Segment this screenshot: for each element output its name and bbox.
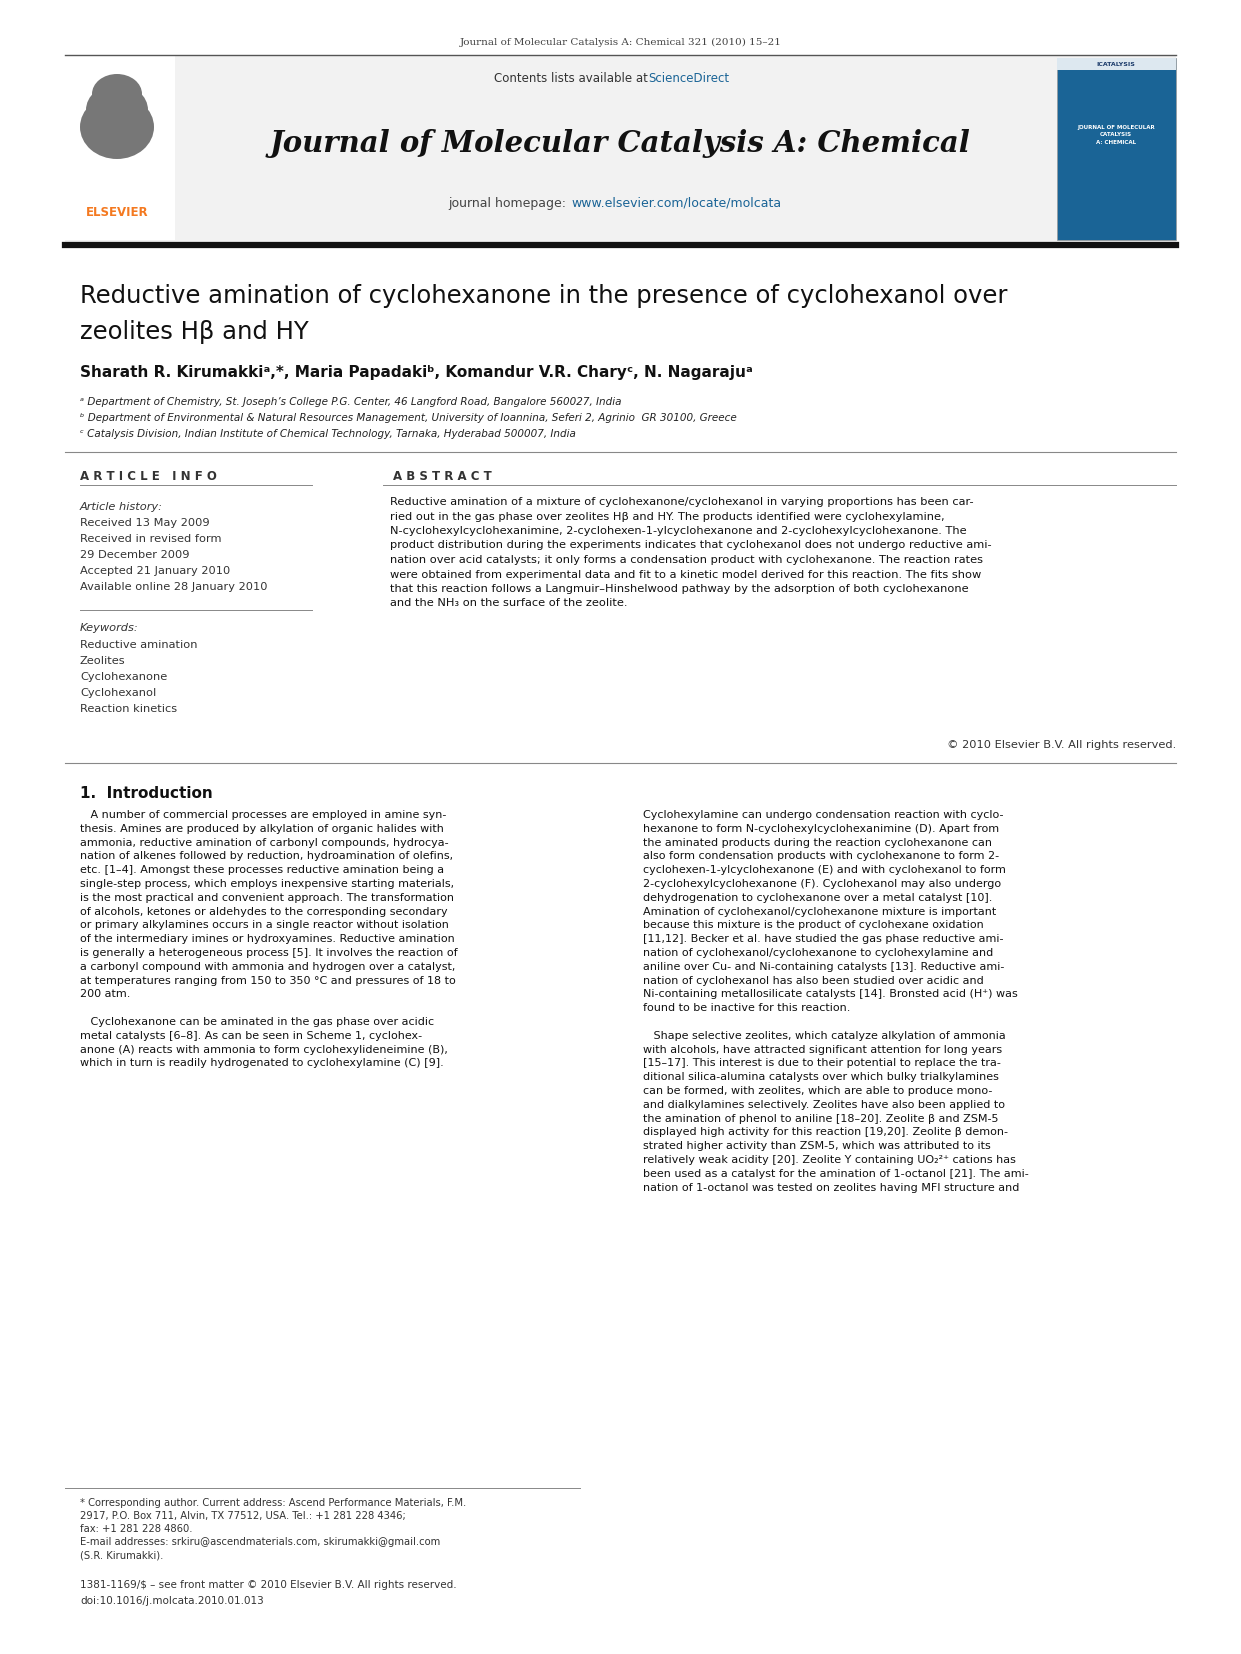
Text: ᶜ Catalysis Division, Indian Institute of Chemical Technology, Tarnaka, Hyderaba: ᶜ Catalysis Division, Indian Institute o… [79, 428, 576, 438]
Bar [65, 55, 175, 240]
Text: nation over acid catalysts; it only forms a condensation product with cyclohexan: nation over acid catalysts; it only form… [390, 556, 983, 566]
Text: nation of cyclohexanol/cyclohexanone to cyclohexylamine and: nation of cyclohexanol/cyclohexanone to … [643, 948, 993, 958]
Text: a carbonyl compound with ammonia and hydrogen over a catalyst,: a carbonyl compound with ammonia and hyd… [79, 961, 455, 973]
Text: Cyclohexanone: Cyclohexanone [79, 672, 168, 681]
Text: at temperatures ranging from 150 to 350 °C and pressures of 18 to: at temperatures ranging from 150 to 350 … [79, 976, 455, 986]
Ellipse shape [86, 84, 148, 136]
Text: because this mixture is the product of cyclohexane oxidation: because this mixture is the product of c… [643, 920, 984, 931]
Text: of the intermediary imines or hydroxyamines. Reductive amination: of the intermediary imines or hydroxyami… [79, 935, 454, 944]
Text: aniline over Cu- and Ni-containing catalysts [13]. Reductive ami-: aniline over Cu- and Ni-containing catal… [643, 961, 1004, 973]
Text: Received 13 May 2009: Received 13 May 2009 [79, 518, 210, 528]
Text: 2917, P.O. Box 711, Alvin, TX 77512, USA. Tel.: +1 281 228 4346;: 2917, P.O. Box 711, Alvin, TX 77512, USA… [79, 1512, 406, 1522]
Text: Reaction kinetics: Reaction kinetics [79, 705, 177, 715]
Text: nation of cyclohexanol has also been studied over acidic and: nation of cyclohexanol has also been stu… [643, 976, 984, 986]
Text: Contents lists available at: Contents lists available at [494, 71, 652, 84]
Text: ᵇ Department of Environmental & Natural Resources Management, University of Ioan: ᵇ Department of Environmental & Natural … [79, 414, 737, 423]
Text: ScienceDirect: ScienceDirect [648, 71, 730, 84]
Text: journal homepage:: journal homepage: [448, 197, 570, 210]
Text: ᵃ Department of Chemistry, St. Joseph’s College P.G. Center, 46 Langford Road, B: ᵃ Department of Chemistry, St. Joseph’s … [79, 397, 622, 407]
Text: Reductive amination: Reductive amination [79, 640, 197, 650]
Text: ditional silica-alumina catalysts over which bulky trialkylamines: ditional silica-alumina catalysts over w… [643, 1072, 999, 1082]
Text: Cyclohexanone can be aminated in the gas phase over acidic: Cyclohexanone can be aminated in the gas… [79, 1017, 434, 1027]
Text: product distribution during the experiments indicates that cyclohexanol does not: product distribution during the experime… [390, 541, 992, 551]
Text: cyclohexen-1-ylcyclohexanone (E) and with cyclohexanol to form: cyclohexen-1-ylcyclohexanone (E) and wit… [643, 865, 1006, 875]
Text: or primary alkylamines occurs in a single reactor without isolation: or primary alkylamines occurs in a singl… [79, 920, 449, 931]
Text: is generally a heterogeneous process [5]. It involves the reaction of: is generally a heterogeneous process [5]… [79, 948, 458, 958]
Text: A number of commercial processes are employed in amine syn-: A number of commercial processes are emp… [79, 810, 447, 820]
Text: found to be inactive for this reaction.: found to be inactive for this reaction. [643, 1004, 850, 1014]
Text: and the NH₃ on the surface of the zeolite.: and the NH₃ on the surface of the zeolit… [390, 599, 628, 609]
Text: A B S T R A C T: A B S T R A C T [393, 470, 491, 483]
Text: were obtained from experimental data and fit to a kinetic model derived for this: were obtained from experimental data and… [390, 569, 982, 579]
Text: * Corresponding author. Current address: Ascend Performance Materials, F.M.: * Corresponding author. Current address:… [79, 1499, 467, 1508]
Text: with alcohols, have attracted significant attention for long years: with alcohols, have attracted significan… [643, 1045, 1003, 1055]
Text: displayed high activity for this reaction [19,20]. Zeolite β demon-: displayed high activity for this reactio… [643, 1128, 1008, 1138]
Text: anone (A) reacts with ammonia to form cyclohexylideneimine (B),: anone (A) reacts with ammonia to form cy… [79, 1045, 448, 1055]
Bar [1057, 58, 1176, 240]
Text: relatively weak acidity [20]. Zeolite Y containing UO₂²⁺ cations has: relatively weak acidity [20]. Zeolite Y … [643, 1154, 1016, 1164]
Ellipse shape [79, 94, 154, 159]
Text: Available online 28 January 2010: Available online 28 January 2010 [79, 582, 268, 592]
Text: strated higher activity than ZSM-5, which was attributed to its: strated higher activity than ZSM-5, whic… [643, 1141, 990, 1151]
Text: which in turn is readily hydrogenated to cyclohexylamine (C) [9].: which in turn is readily hydrogenated to… [79, 1059, 444, 1068]
Text: [11,12]. Becker et al. have studied the gas phase reductive ami-: [11,12]. Becker et al. have studied the … [643, 935, 1004, 944]
Text: JOURNAL OF MOLECULAR
CATALYSIS
A: CHEMICAL: JOURNAL OF MOLECULAR CATALYSIS A: CHEMIC… [1077, 126, 1155, 146]
Text: hexanone to form N-cyclohexylcyclohexanimine (D). Apart from: hexanone to form N-cyclohexylcyclohexani… [643, 824, 999, 834]
Text: [15–17]. This interest is due to their potential to replace the tra-: [15–17]. This interest is due to their p… [643, 1059, 1001, 1068]
Text: Ni-containing metallosilicate catalysts [14]. Bronsted acid (H⁺) was: Ni-containing metallosilicate catalysts … [643, 989, 1018, 999]
Bar [65, 55, 1176, 245]
Text: been used as a catalyst for the amination of 1-octanol [21]. The ami-: been used as a catalyst for the aminatio… [643, 1169, 1029, 1179]
Text: ammonia, reductive amination of carbonyl compounds, hydrocya-: ammonia, reductive amination of carbonyl… [79, 837, 449, 847]
Text: doi:10.1016/j.molcata.2010.01.013: doi:10.1016/j.molcata.2010.01.013 [79, 1596, 264, 1606]
Text: that this reaction follows a Langmuir–Hinshelwood pathway by the adsorption of b: that this reaction follows a Langmuir–Hi… [390, 584, 969, 594]
Text: dehydrogenation to cyclohexanone over a metal catalyst [10].: dehydrogenation to cyclohexanone over a … [643, 893, 993, 903]
Text: A R T I C L E   I N F O: A R T I C L E I N F O [79, 470, 217, 483]
Text: N-cyclohexylcyclohexanimine, 2-cyclohexen-1-ylcyclohexanone and 2-cyclohexylcycl: N-cyclohexylcyclohexanimine, 2-cyclohexe… [390, 526, 967, 536]
Text: Article history:: Article history: [79, 503, 163, 513]
Text: (S.R. Kirumakki).: (S.R. Kirumakki). [79, 1550, 164, 1560]
Text: Journal of Molecular Catalysis A: Chemical 321 (2010) 15–21: Journal of Molecular Catalysis A: Chemic… [460, 38, 782, 46]
Text: fax: +1 281 228 4860.: fax: +1 281 228 4860. [79, 1523, 192, 1533]
Text: Reductive amination of a mixture of cyclohexanone/cyclohexanol in varying propor: Reductive amination of a mixture of cycl… [390, 496, 974, 508]
Text: nation of alkenes followed by reduction, hydroamination of olefins,: nation of alkenes followed by reduction,… [79, 852, 453, 862]
Text: E-mail addresses: srkiru@ascendmaterials.com, skirumakki@gmail.com: E-mail addresses: srkiru@ascendmaterials… [79, 1537, 441, 1546]
Text: Reductive amination of cyclohexanone in the presence of cyclohexanol over: Reductive amination of cyclohexanone in … [79, 284, 1008, 308]
Text: and dialkylamines selectively. Zeolites have also been applied to: and dialkylamines selectively. Zeolites … [643, 1100, 1005, 1110]
Bar [1057, 58, 1176, 69]
Text: 2-cyclohexylcyclohexanone (F). Cyclohexanol may also undergo: 2-cyclohexylcyclohexanone (F). Cyclohexa… [643, 878, 1001, 888]
Text: the aminated products during the reaction cyclohexanone can: the aminated products during the reactio… [643, 837, 992, 847]
Text: single-step process, which employs inexpensive starting materials,: single-step process, which employs inexp… [79, 878, 454, 888]
Text: © 2010 Elsevier B.V. All rights reserved.: © 2010 Elsevier B.V. All rights reserved… [947, 739, 1176, 749]
Text: Keywords:: Keywords: [79, 624, 139, 633]
Bar [114, 131, 120, 157]
Text: www.elsevier.com/locate/molcata: www.elsevier.com/locate/molcata [571, 197, 781, 210]
Text: Shape selective zeolites, which catalyze alkylation of ammonia: Shape selective zeolites, which catalyze… [643, 1030, 1005, 1040]
Text: 1381-1169/$ – see front matter © 2010 Elsevier B.V. All rights reserved.: 1381-1169/$ – see front matter © 2010 El… [79, 1580, 457, 1589]
Text: Accepted 21 January 2010: Accepted 21 January 2010 [79, 566, 231, 576]
Text: ⅠCATALYSIS: ⅠCATALYSIS [1097, 61, 1136, 66]
Text: ELSEVIER: ELSEVIER [86, 205, 149, 218]
Text: thesis. Amines are produced by alkylation of organic halides with: thesis. Amines are produced by alkylatio… [79, 824, 444, 834]
Text: also form condensation products with cyclohexanone to form 2-: also form condensation products with cyc… [643, 852, 999, 862]
Text: Journal of Molecular Catalysis A: Chemical: Journal of Molecular Catalysis A: Chemic… [269, 129, 970, 157]
Ellipse shape [92, 74, 141, 114]
Text: of alcohols, ketones or aldehydes to the corresponding secondary: of alcohols, ketones or aldehydes to the… [79, 906, 448, 916]
Text: etc. [1–4]. Amongst these processes reductive amination being a: etc. [1–4]. Amongst these processes redu… [79, 865, 444, 875]
Text: can be formed, with zeolites, which are able to produce mono-: can be formed, with zeolites, which are … [643, 1087, 993, 1097]
Text: 200 atm.: 200 atm. [79, 989, 130, 999]
Text: is the most practical and convenient approach. The transformation: is the most practical and convenient app… [79, 893, 454, 903]
Text: zeolites Hβ and HY: zeolites Hβ and HY [79, 319, 309, 344]
Text: Zeolites: Zeolites [79, 657, 125, 667]
Text: Received in revised form: Received in revised form [79, 534, 221, 544]
Text: nation of 1-octanol was tested on zeolites having MFI structure and: nation of 1-octanol was tested on zeolit… [643, 1183, 1019, 1193]
Text: 1.  Introduction: 1. Introduction [79, 786, 212, 801]
Text: 29 December 2009: 29 December 2009 [79, 551, 190, 561]
Text: metal catalysts [6–8]. As can be seen in Scheme 1, cyclohex-: metal catalysts [6–8]. As can be seen in… [79, 1030, 422, 1040]
Text: Sharath R. Kirumakkiᵃ,*, Maria Papadakiᵇ, Komandur V.R. Charyᶜ, N. Nagarajuᵃ: Sharath R. Kirumakkiᵃ,*, Maria Papadakiᵇ… [79, 364, 753, 379]
Text: the amination of phenol to aniline [18–20]. Zeolite β and ZSM-5: the amination of phenol to aniline [18–2… [643, 1113, 999, 1123]
Text: Cyclohexylamine can undergo condensation reaction with cyclo-: Cyclohexylamine can undergo condensation… [643, 810, 1004, 820]
Text: Cyclohexanol: Cyclohexanol [79, 688, 156, 698]
Text: ried out in the gas phase over zeolites Hβ and HY. The products identified were : ried out in the gas phase over zeolites … [390, 511, 944, 521]
Text: Amination of cyclohexanol/cyclohexanone mixture is important: Amination of cyclohexanol/cyclohexanone … [643, 906, 997, 916]
